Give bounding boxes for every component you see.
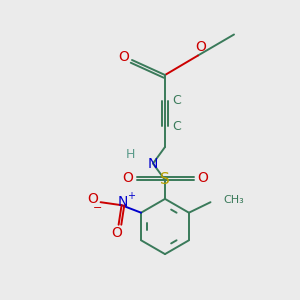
Text: O: O — [197, 171, 208, 184]
Text: CH₃: CH₃ — [223, 195, 244, 205]
Text: N: N — [118, 195, 128, 209]
Text: C: C — [172, 94, 181, 107]
Text: O: O — [87, 192, 98, 206]
Text: N: N — [148, 157, 158, 171]
Text: H: H — [126, 148, 135, 161]
Text: O: O — [122, 171, 133, 184]
Text: O: O — [118, 50, 129, 64]
Text: O: O — [112, 226, 122, 240]
Text: −: − — [93, 202, 102, 213]
Text: C: C — [172, 119, 181, 133]
Text: S: S — [160, 172, 170, 188]
Text: +: + — [127, 190, 135, 201]
Text: O: O — [196, 40, 206, 54]
